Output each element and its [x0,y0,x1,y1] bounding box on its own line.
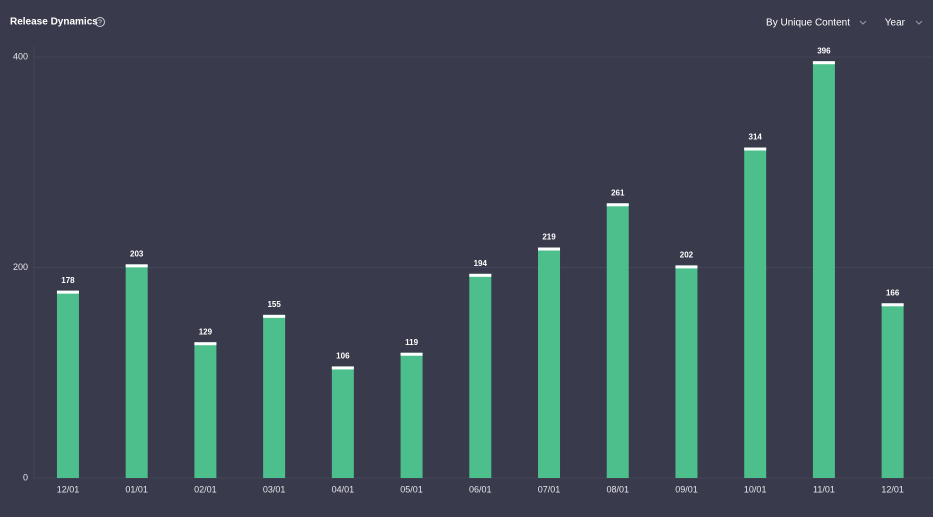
value-label: 106 [336,352,350,361]
bar-cap [606,203,629,207]
value-label: 129 [199,327,213,336]
bar-cap [675,265,698,269]
bar [538,247,561,478]
value-label: 261 [611,188,625,197]
x-tick-label: 01/01 [125,484,148,494]
bar-cap [56,290,79,294]
help-icon-glyph: ? [98,19,102,26]
bar-cap [881,303,904,307]
bar [469,273,492,478]
bar [125,264,148,478]
bar [400,352,423,478]
value-label: 396 [817,46,831,55]
bar-cap [469,273,492,277]
bar [606,203,629,479]
x-tick-label: 03/01 [263,484,286,494]
bar [881,303,904,478]
y-tick-label: 0 [23,472,28,482]
x-tick-label: 11/01 [813,484,835,494]
value-label: 202 [680,251,694,260]
x-tick-label: 02/01 [194,484,217,494]
bar [675,265,698,478]
content-dropdown[interactable]: By Unique Content [766,18,867,29]
value-label: 219 [542,233,556,242]
x-tick-label: 12/01 [881,484,904,494]
value-label: 203 [130,249,144,258]
bar [263,314,286,478]
value-label: 178 [61,276,75,285]
x-tick-label: 09/01 [675,484,698,494]
bar-cap [538,247,561,251]
bar [56,290,79,478]
x-tick-label: 04/01 [332,484,355,494]
bar-cap [400,352,423,356]
value-label: 194 [474,259,488,268]
bar-cap [331,366,354,370]
x-tick-label: 12/01 [57,484,80,494]
y-tick-label: 400 [13,51,28,61]
bar [744,147,767,478]
bar-cap [194,342,217,346]
chevron [915,20,923,25]
x-tick-label: 10/01 [744,484,767,494]
bar [194,342,217,478]
x-tick-label: 06/01 [469,484,492,494]
help-icon[interactable]: ? [95,17,105,27]
value-label: 314 [749,133,763,142]
x-tick-label: 05/01 [400,484,423,494]
value-label: 155 [267,300,281,309]
bar-cap [263,314,286,318]
chevron [859,20,867,25]
x-tick-label: 07/01 [538,484,561,494]
x-tick-label: 08/01 [606,484,629,494]
y-tick-label: 200 [13,262,28,272]
period-dropdown[interactable]: Year [885,18,923,29]
bar-cap [125,264,148,268]
chart-title: Release Dynamics [10,17,98,28]
dropdown-label: Year [885,18,906,29]
bar-cap [744,147,767,151]
bar [812,61,835,479]
value-label: 166 [886,288,900,297]
dropdown-label: By Unique Content [766,18,850,29]
value-label: 119 [405,338,418,347]
bar [331,366,354,478]
bar-cap [812,61,835,65]
